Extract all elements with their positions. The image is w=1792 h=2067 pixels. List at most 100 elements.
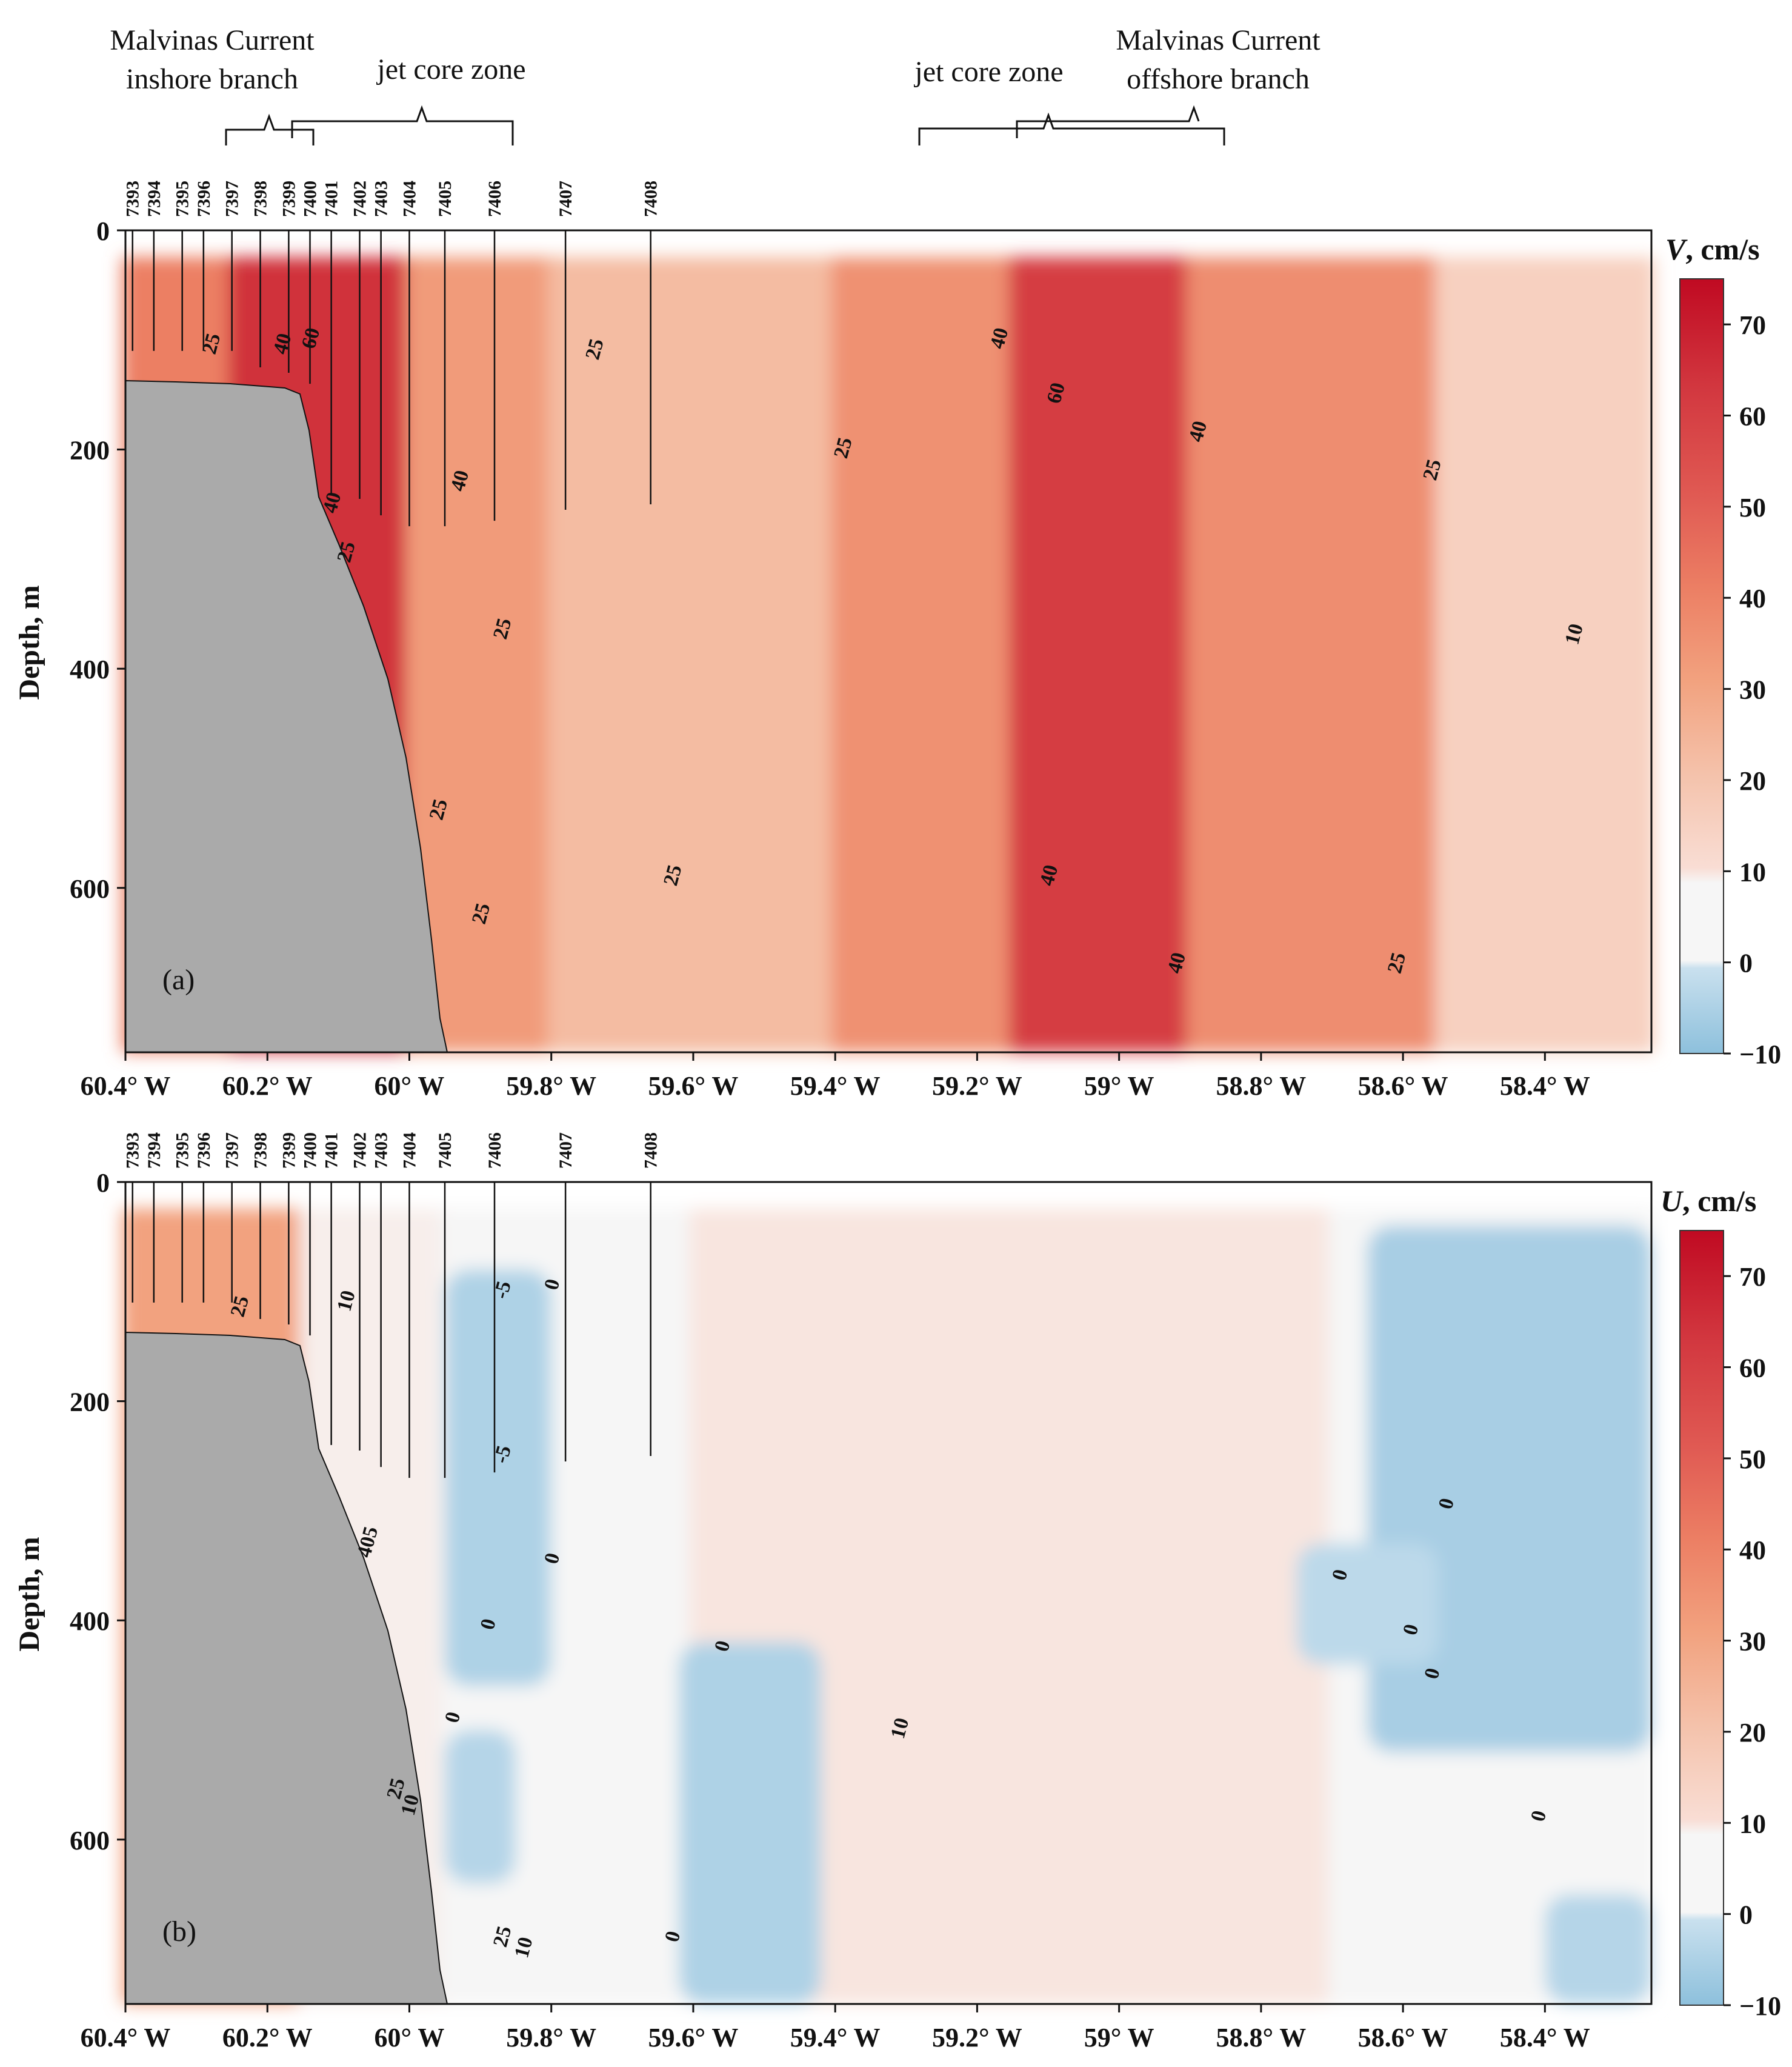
colorbar-ticks: −10 0 10 20 30 40 50 60 70 bbox=[1724, 310, 1781, 1069]
station-label: 7405 bbox=[435, 181, 455, 217]
station-label: 7408 bbox=[641, 181, 661, 217]
colorbar-tick-label: 70 bbox=[1739, 1262, 1766, 1292]
colorbar-tick-label: 50 bbox=[1739, 1444, 1766, 1474]
station-label: 7396 bbox=[194, 181, 214, 217]
x-tick-label: 59.2° W bbox=[932, 1071, 1022, 1101]
colorbar-comma: , bbox=[1685, 232, 1700, 266]
panel-b: 7393 7394 7395 7396 7397 7398 7399 7400 7401 7402… bbox=[13, 1132, 1781, 2052]
plot-frame bbox=[124, 229, 1653, 1054]
station-label: 7407 bbox=[556, 181, 576, 217]
station-label: 7397 bbox=[222, 1132, 242, 1169]
colorbar-comma: , bbox=[1682, 1184, 1697, 1218]
colorbar-tick-label: −10 bbox=[1739, 1040, 1781, 1069]
y-tick-label: 0 bbox=[96, 216, 110, 246]
station-label: 7395 bbox=[173, 1132, 193, 1169]
header-annotations: Malvinas Current inshore branch jet core… bbox=[110, 24, 1321, 145]
x-tick-label: 59° W bbox=[1084, 2023, 1154, 2052]
x-tick-label: 60.4° W bbox=[81, 2023, 171, 2052]
colorbar: V, cm/s −10 0 10 20 30 40 50 60 70 bbox=[1665, 232, 1781, 1069]
colorbar-variable: U bbox=[1660, 1184, 1684, 1218]
y-tick-label: 200 bbox=[70, 436, 110, 466]
colorbar-tick-label: 40 bbox=[1739, 1535, 1766, 1565]
station-label: 7395 bbox=[173, 181, 193, 217]
colorbar-tick-label: 30 bbox=[1739, 1627, 1766, 1657]
station-label: 7396 bbox=[194, 1132, 214, 1169]
colorbar-tick-label: 60 bbox=[1739, 402, 1766, 432]
station-label: 7401 bbox=[322, 1132, 342, 1169]
y-axis: 0 200 400 600 bbox=[70, 1168, 125, 1855]
colorbar: U, cm/s −10 0 10 20 30 40 50 60 70 bbox=[1660, 1184, 1781, 2021]
panel-a: 7393 7394 7395 7396 7397 7398 7399 7400 7401 7402… bbox=[13, 181, 1781, 1101]
colorbar-tick-label: 0 bbox=[1739, 949, 1753, 978]
colorbar-tick-label: 60 bbox=[1739, 1354, 1766, 1383]
station-label: 7400 bbox=[301, 181, 321, 217]
negative-velocity-region bbox=[679, 1642, 821, 2004]
x-tick-label: 58.4° W bbox=[1500, 2023, 1590, 2052]
station-lines bbox=[132, 1182, 651, 1478]
station-label: 7399 bbox=[279, 1132, 299, 1169]
station-label: 7406 bbox=[485, 1132, 505, 1169]
x-tick-label: 58.6° W bbox=[1358, 2023, 1448, 2052]
x-tick-label: 58.8° W bbox=[1216, 2023, 1306, 2052]
y-tick-label: 400 bbox=[70, 655, 110, 684]
x-tick-label: 58.8° W bbox=[1216, 1071, 1306, 1101]
panel-label: (b) bbox=[162, 1915, 196, 1948]
shelf-slope-bathymetry bbox=[125, 379, 448, 1053]
station-label: 7405 bbox=[435, 1132, 455, 1169]
colorbar-tick-label: 0 bbox=[1739, 1900, 1753, 1930]
station-label: 7408 bbox=[641, 1132, 661, 1169]
x-tick-label: 59.8° W bbox=[506, 1071, 596, 1101]
x-tick-label: 60° W bbox=[375, 1071, 445, 1101]
annotation-jet-core-left: jet core zone bbox=[376, 53, 525, 85]
plot-frame bbox=[124, 1181, 1653, 2005]
colorbar-tick-label: 10 bbox=[1739, 857, 1766, 887]
y-tick-label: 600 bbox=[70, 874, 110, 904]
station-label: 7400 bbox=[301, 1132, 321, 1169]
panel-label: (a) bbox=[162, 964, 195, 996]
negative-velocity-region bbox=[445, 1730, 516, 1884]
y-axis-title: Depth, m bbox=[13, 1537, 45, 1651]
x-tick-label: 59.2° W bbox=[932, 2023, 1022, 2052]
annotation-offshore-line1: Malvinas Current bbox=[1116, 24, 1321, 56]
velocity-band bbox=[1008, 257, 1194, 1052]
y-axis-title: Depth, m bbox=[13, 585, 45, 700]
station-label: 7401 bbox=[322, 181, 342, 217]
station-label: 7399 bbox=[279, 181, 299, 217]
station-label: 7407 bbox=[556, 1132, 576, 1169]
station-label: 7397 bbox=[222, 181, 242, 217]
colorbar-tick-label: 20 bbox=[1739, 1718, 1766, 1748]
colorbar-tick-label: 30 bbox=[1739, 675, 1766, 705]
station-label: 7398 bbox=[251, 181, 271, 217]
x-tick-label: 59.4° W bbox=[790, 1071, 881, 1101]
station-lines bbox=[132, 230, 651, 527]
station-label: 7406 bbox=[485, 181, 505, 217]
x-tick-label: 59.8° W bbox=[506, 2023, 596, 2052]
station-label: 7404 bbox=[399, 1132, 419, 1169]
colorbar-unit: cm/s bbox=[1700, 232, 1759, 266]
y-tick-label: 0 bbox=[96, 1168, 110, 1198]
velocity-band bbox=[1186, 257, 1442, 1052]
colorbar-tick-label: 70 bbox=[1739, 310, 1766, 340]
station-label: 7403 bbox=[371, 1132, 391, 1169]
x-axis: 60.4° W 60.2° W 60° W 59.8° W 59.6° W 59.4° W… bbox=[81, 1052, 1590, 1101]
annotation-inshore-line2: inshore branch bbox=[126, 63, 298, 95]
negative-velocity-region bbox=[1296, 1543, 1439, 1665]
x-tick-label: 58.6° W bbox=[1358, 1071, 1448, 1101]
y-tick-label: 600 bbox=[70, 1826, 110, 1855]
x-tick-label: 59.4° W bbox=[790, 2023, 881, 2052]
velocity-band bbox=[831, 257, 1016, 1052]
annotation-inshore-line1: Malvinas Current bbox=[110, 24, 315, 56]
velocity-band bbox=[1434, 257, 1655, 1052]
station-label: 7402 bbox=[350, 1132, 370, 1169]
station-labels: 7393 7394 7395 7396 7397 7398 7399 7400 7401 7402… bbox=[123, 1132, 661, 1169]
x-tick-label: 60° W bbox=[375, 2023, 445, 2052]
station-label: 7394 bbox=[144, 181, 164, 217]
negative-velocity-region bbox=[445, 1269, 551, 1686]
colorbar-ticks: −10 0 10 20 30 40 50 60 70 bbox=[1724, 1262, 1781, 2021]
y-tick-label: 200 bbox=[70, 1387, 110, 1417]
annotation-jet-core-right: jet core zone bbox=[913, 56, 1063, 88]
station-label: 7404 bbox=[399, 181, 419, 217]
colorbar-bar bbox=[1679, 1230, 1724, 2006]
x-tick-label: 58.4° W bbox=[1500, 1071, 1590, 1101]
